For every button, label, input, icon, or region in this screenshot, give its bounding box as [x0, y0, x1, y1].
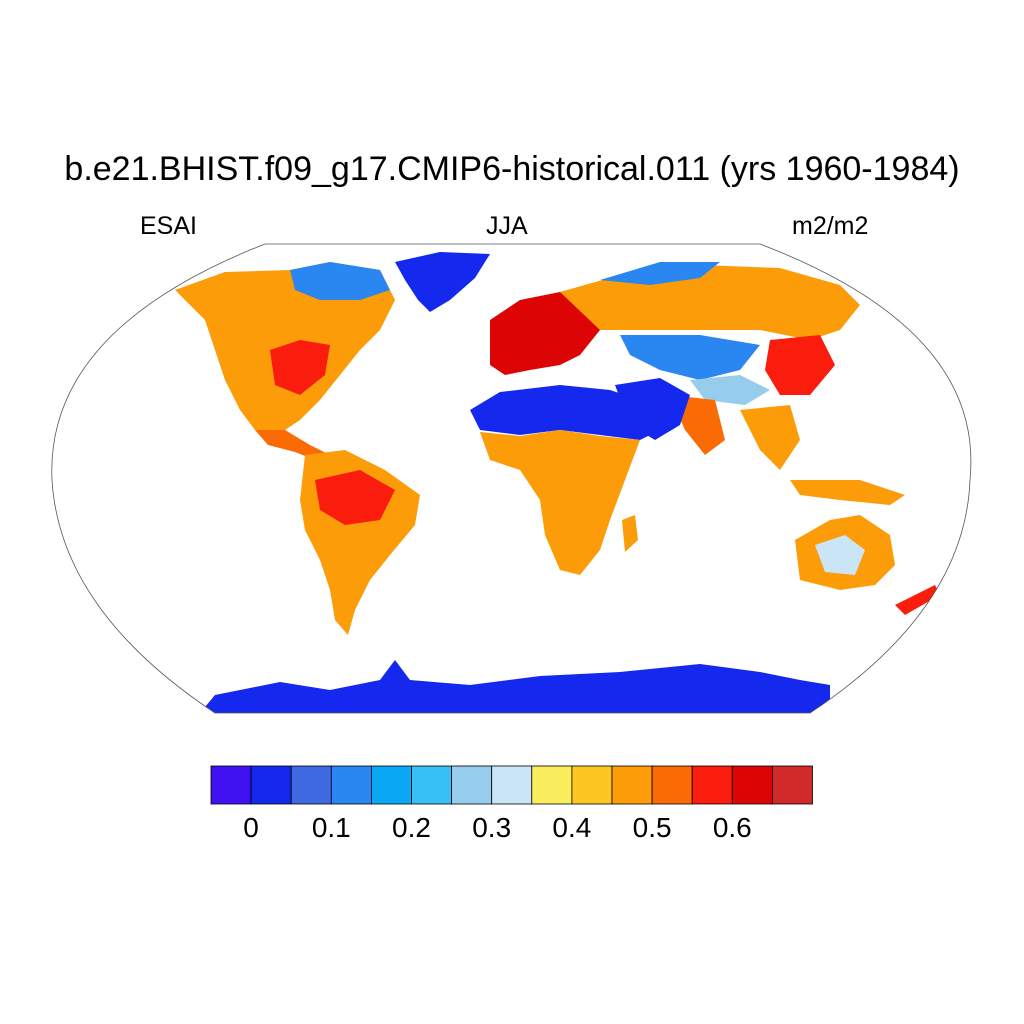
region-sahara [470, 385, 660, 440]
region-east-china [765, 335, 835, 395]
region-indonesia [790, 480, 905, 505]
variable-label: ESAI [140, 212, 197, 240]
colorbar-tick-label: 0.5 [632, 812, 672, 843]
region-central-america [255, 430, 330, 462]
colorbar-box [611, 765, 653, 805]
colorbar-box [731, 765, 773, 805]
colorbar-box [491, 765, 533, 805]
region-greenland [395, 252, 490, 312]
region-antarctica [200, 660, 830, 713]
colorbar-box [691, 765, 733, 805]
region-canadian-arctic [290, 262, 390, 300]
colorbar-box [451, 765, 493, 805]
region-southeast-asia [740, 405, 800, 470]
colorbar-tick-label: 0.3 [472, 812, 512, 843]
colorbar-tick-label: 0 [243, 812, 259, 843]
region-africa-south [480, 430, 640, 575]
region-arabia [615, 378, 690, 440]
colorbar-tick-label: 0.6 [712, 812, 752, 843]
region-siberia-north [600, 262, 720, 285]
colorbar-box [571, 765, 613, 805]
chart-title: b.e21.BHIST.f09_g17.CMIP6-historical.011… [64, 150, 960, 188]
region-eastern-us [270, 340, 330, 395]
colorbar-box [250, 765, 292, 805]
region-amazon [315, 470, 395, 525]
region-europe [490, 292, 600, 375]
colorbar-box [210, 765, 252, 805]
region-tibet [690, 375, 770, 405]
colorbar-box [531, 765, 573, 805]
colorbar-box [772, 765, 813, 805]
region-madagascar [622, 515, 638, 552]
colorbar-box [330, 765, 372, 805]
region-new-zealand [895, 585, 940, 615]
season-label: JJA [486, 212, 528, 240]
colorbar-box [411, 765, 452, 805]
colorbar-box [651, 765, 693, 805]
colorbar-tick-label: 0.1 [311, 812, 351, 843]
colorbar-boxes [210, 765, 813, 805]
region-central-asia [620, 335, 760, 380]
region-russia [560, 265, 860, 340]
colorbar-box [290, 765, 332, 805]
colorbar-tick-label: 0.4 [552, 812, 592, 843]
units-label: m2/m2 [792, 212, 869, 240]
map-boundary [51, 243, 972, 714]
region-australia-interior [815, 535, 865, 575]
colorbar-tick-label: 0.2 [392, 812, 431, 843]
colorbar-box [370, 765, 412, 805]
